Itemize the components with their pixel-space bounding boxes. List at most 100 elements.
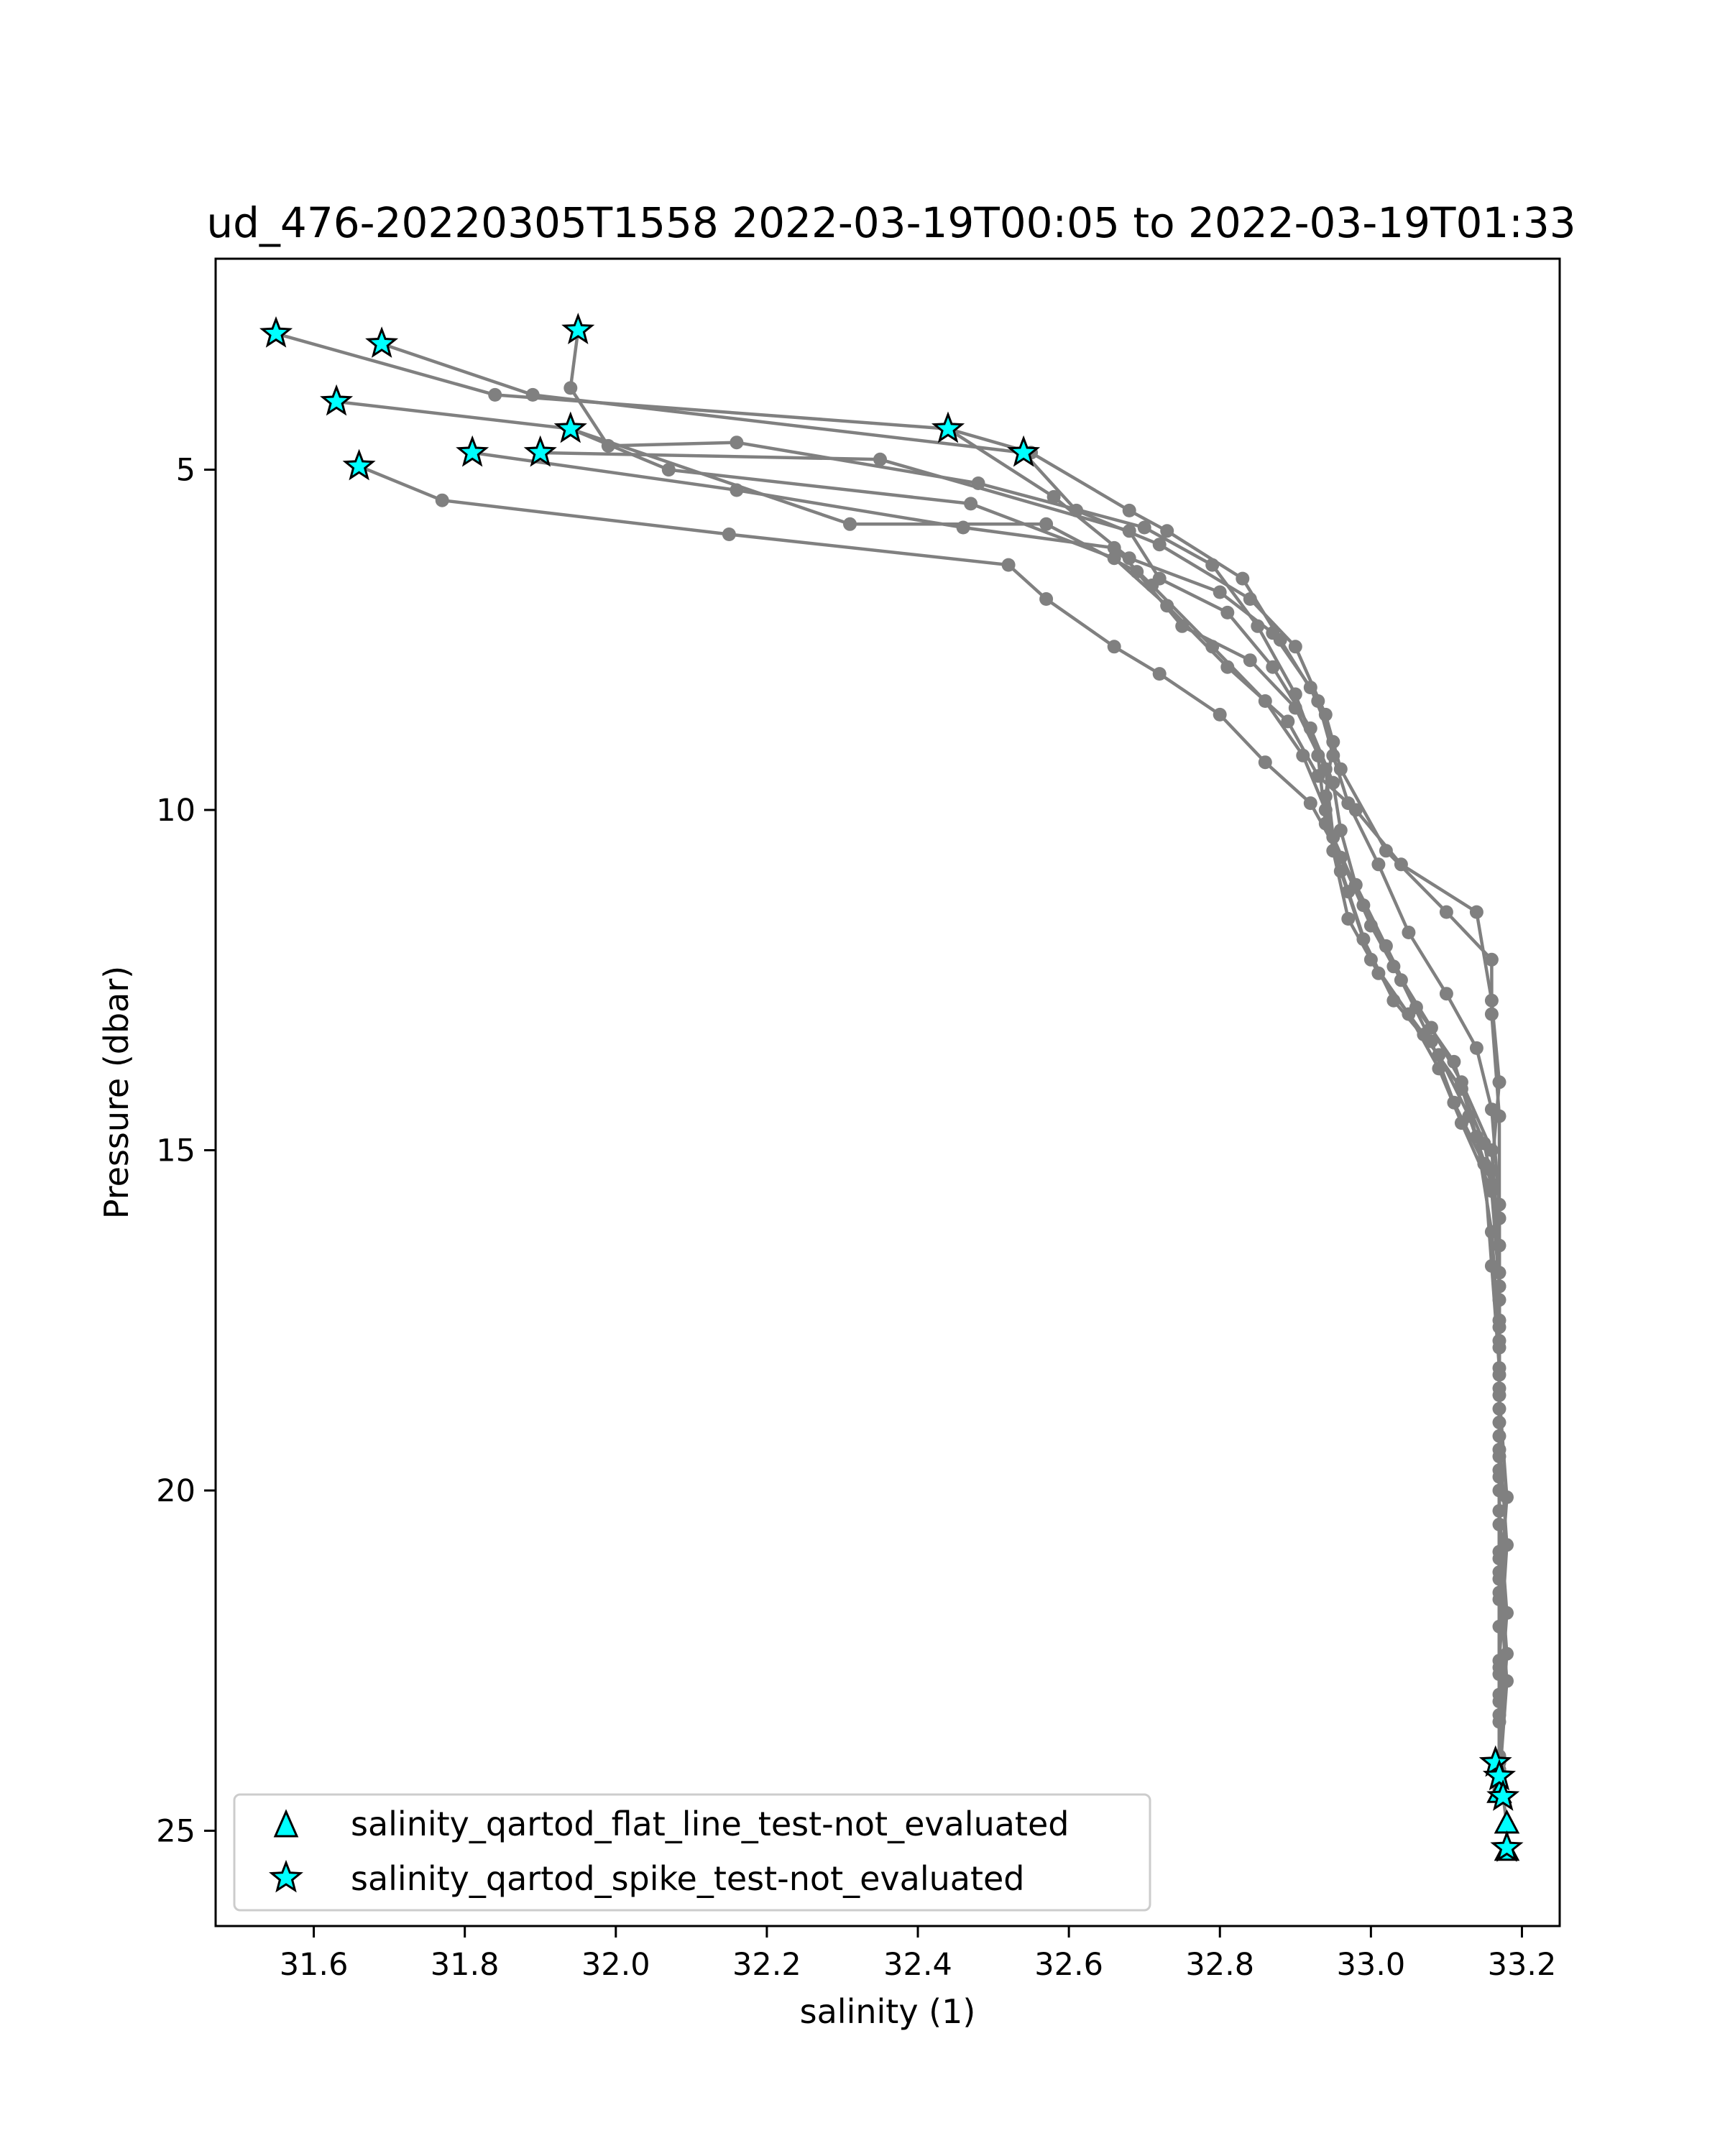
data-point [1492,1197,1506,1212]
legend-triangle-icon [273,1809,299,1838]
data-point [1288,640,1302,654]
data-point [730,436,744,450]
legend-label-spike: salinity_qartod_spike_test-not_evaluated [351,1859,1024,1898]
x-tick-label: 32.0 [581,1947,650,1983]
spike-flag-marker [1486,1779,1520,1811]
data-point [1484,993,1499,1008]
data-point [1424,1021,1438,1035]
spike-flag-marker [561,313,595,345]
profile-series [941,422,1514,1797]
data-point [1296,748,1310,763]
data-point [1386,993,1401,1008]
data-point [1318,762,1333,776]
data-point [1469,905,1484,919]
spike-flag-marker [553,411,587,443]
data-point [1500,1490,1514,1504]
spike-flag-marker [320,384,354,416]
data-point [661,463,676,477]
data-point [1492,1075,1506,1089]
data-point [1281,714,1295,729]
data-point [1492,1293,1506,1307]
x-axis-label: salinity (1) [800,1992,976,2031]
y-axis: 5 10 15 20 25 [156,453,216,1849]
x-tick-label: 32.8 [1185,1947,1254,1983]
y-tick-label: 15 [156,1133,196,1169]
data-point [1236,571,1250,586]
data-point [1258,694,1272,708]
x-tick-label: 32.6 [1034,1947,1103,1983]
data-point [1137,520,1151,535]
data-point [873,452,887,466]
data-point [1333,864,1348,878]
data-point [1220,605,1235,619]
spike-flag-marker [1482,1759,1517,1791]
data-point [1213,585,1227,599]
x-tick-label: 31.6 [280,1947,349,1983]
data-point [1341,796,1356,811]
legend-star-icon [269,1859,303,1893]
data-point [525,387,540,402]
data-point [1258,755,1272,770]
chart-title: ud_476-20220305T1558 2022-03-19T00:05 to… [206,198,1576,247]
data-point [1379,844,1393,858]
data-point [964,497,978,511]
data-point [1213,707,1227,722]
data-point [1439,987,1453,1001]
x-tick-label: 32.4 [883,1947,952,1983]
data-point [564,381,578,395]
data-point [722,528,736,541]
data-point [1039,517,1054,531]
spike-flag-marker [523,435,557,467]
data-point [1394,857,1408,872]
series-layer [269,323,1514,1858]
data-point [1288,701,1302,715]
data-point [1341,912,1356,926]
data-point [1160,524,1174,538]
data-point [1243,653,1257,668]
legend-box [233,1793,1151,1912]
marker-layer [259,313,1524,1862]
data-point [1107,640,1121,654]
data-point [1371,857,1386,872]
data-point [1439,905,1453,919]
data-point [1469,1130,1484,1144]
data-point [1500,1606,1514,1620]
axes-frame [214,257,1561,1927]
legend: salinity_qartod_flat_line_test-not_evalu… [233,1793,1151,1912]
data-point [1175,619,1190,633]
data-point [1326,748,1340,763]
data-point [1447,1095,1461,1110]
data-point [1152,667,1167,681]
y-tick-label: 5 [176,453,196,489]
data-point [1122,524,1136,538]
data-point [1001,558,1016,572]
data-point [843,517,857,531]
data-point [1402,926,1416,939]
y-tick-label: 20 [156,1473,196,1509]
data-point [1356,932,1371,946]
data-point [1484,1102,1499,1117]
data-point [1046,489,1061,504]
data-point [1326,830,1340,844]
data-point [1273,632,1287,647]
data-point [1469,1041,1484,1055]
data-point [1311,694,1325,708]
data-point [1386,959,1401,974]
y-tick-label: 25 [156,1813,196,1849]
spike-flag-marker [365,326,399,358]
data-point [1432,1048,1446,1062]
spike-flag-marker [259,315,293,348]
x-tick-label: 32.2 [732,1947,801,1983]
data-point [1152,538,1167,552]
data-point [1122,503,1136,517]
data-point [488,387,502,402]
data-point [1107,540,1121,555]
x-tick-label: 31.8 [431,1947,500,1983]
plot-area: 31.6 31.8 32.0 32.2 32.4 32.6 32.8 33.0 33.2 5 10… [156,257,1561,1983]
spike-flag-marker [1478,1745,1512,1777]
legend-label-flat-line: salinity_qartod_flat_line_test-not_evalu… [351,1805,1069,1843]
data-point [1152,571,1167,586]
data-point [1492,1708,1506,1722]
data-point [1251,619,1265,633]
